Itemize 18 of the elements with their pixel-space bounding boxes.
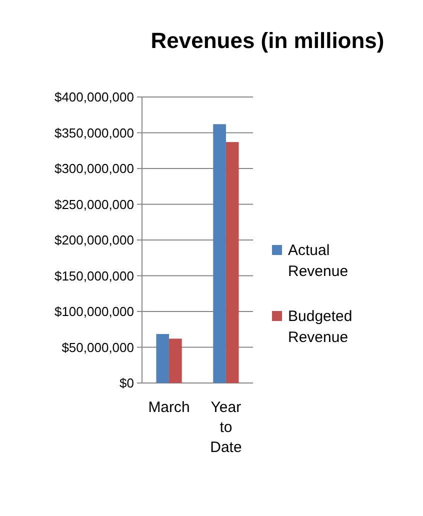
y-tick-label: $150,000,000	[54, 268, 134, 284]
y-tick-label: $350,000,000	[54, 125, 134, 140]
x-tick-label: Year to Date	[210, 399, 242, 456]
y-tick-label: $200,000,000	[54, 232, 134, 248]
legend-label: Budgeted Revenue	[288, 308, 352, 346]
y-tick-label: $0	[120, 376, 134, 391]
bar	[156, 334, 170, 383]
y-tick-label: $50,000,000	[62, 340, 134, 355]
y-tick-label: $250,000,000	[54, 196, 134, 212]
bar	[213, 124, 226, 383]
y-tick-label: $100,000,000	[54, 304, 134, 320]
chart-title: Revenues (in millions)	[150, 28, 384, 53]
legend-label: Actual Revenue	[288, 242, 348, 280]
y-tick-label: $300,000,000	[54, 161, 134, 176]
bar	[169, 338, 182, 383]
y-tick-label: $400,000,000	[54, 90, 134, 105]
bar	[226, 142, 239, 383]
x-tick-label: March	[148, 399, 190, 416]
